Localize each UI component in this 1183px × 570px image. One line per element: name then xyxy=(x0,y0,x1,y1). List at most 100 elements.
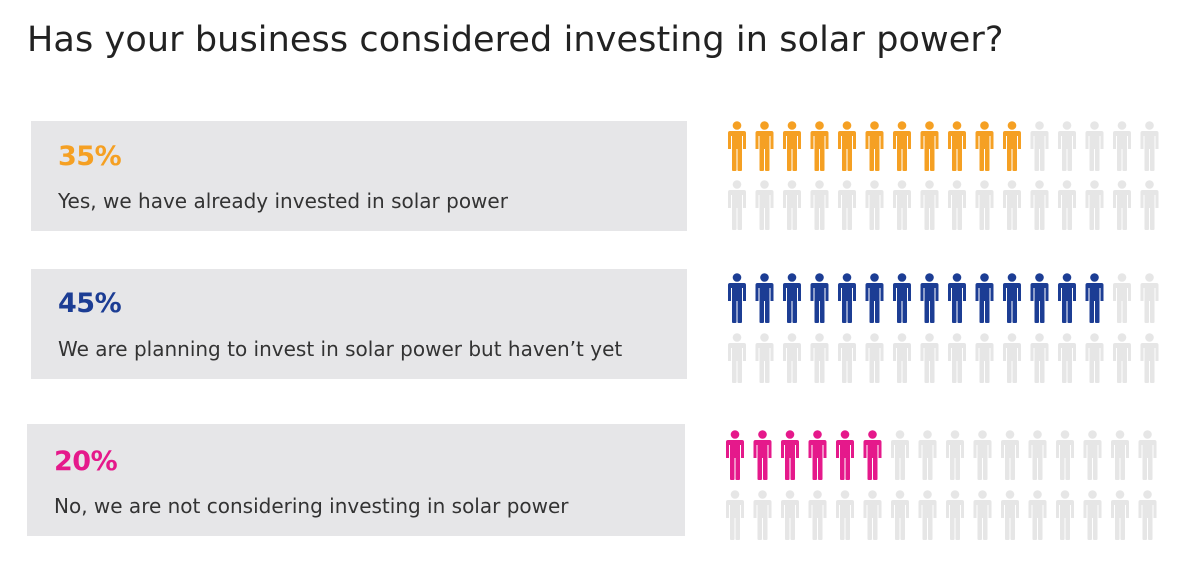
person-icon xyxy=(920,121,939,171)
person-icon xyxy=(1085,180,1104,230)
answer-percentage: 20% xyxy=(54,446,118,477)
person-icon xyxy=(783,121,801,171)
person-icon xyxy=(1003,333,1021,383)
person-icon xyxy=(1140,333,1159,383)
person-icon xyxy=(1003,121,1021,171)
person-icon xyxy=(946,490,964,540)
person-icon xyxy=(753,430,772,480)
person-icon xyxy=(865,121,884,171)
person-icon xyxy=(893,180,911,230)
person-icon xyxy=(838,121,856,171)
person-icon xyxy=(838,333,856,383)
person-icon xyxy=(893,273,911,323)
person-icon xyxy=(726,490,744,540)
person-icon xyxy=(808,490,827,540)
person-icon xyxy=(755,180,774,230)
chart-title: Has your business considered investing i… xyxy=(27,20,1004,60)
person-icon xyxy=(783,273,801,323)
person-icon xyxy=(728,273,746,323)
person-icon xyxy=(865,333,884,383)
person-icon xyxy=(865,273,884,323)
person-icon xyxy=(1056,490,1074,540)
person-icon xyxy=(891,490,909,540)
person-icon xyxy=(755,121,774,171)
person-icon xyxy=(810,180,829,230)
person-icon xyxy=(975,273,994,323)
person-icon xyxy=(1085,121,1104,171)
person-icon xyxy=(920,273,939,323)
answer-panel-no: 20% No, we are not considering investing… xyxy=(27,424,685,536)
person-icon xyxy=(1058,333,1076,383)
person-icon xyxy=(865,180,884,230)
person-icon xyxy=(781,430,799,480)
answer-panel-yes: 35% Yes, we have already invested in sol… xyxy=(31,121,687,231)
person-icon xyxy=(1113,121,1131,171)
person-icon xyxy=(948,180,966,230)
person-icon xyxy=(1111,430,1129,480)
person-icon xyxy=(808,430,827,480)
person-icon xyxy=(755,333,774,383)
person-icon xyxy=(948,273,966,323)
person-icon xyxy=(1140,273,1159,323)
person-icon xyxy=(1113,273,1131,323)
person-icon xyxy=(1030,273,1049,323)
person-icon xyxy=(946,430,964,480)
person-icon xyxy=(726,430,744,480)
person-icon xyxy=(783,333,801,383)
person-icon xyxy=(920,333,939,383)
answer-label: No, we are not considering investing in … xyxy=(54,494,569,518)
person-icon xyxy=(1083,490,1102,540)
person-icon xyxy=(838,273,856,323)
person-icon xyxy=(1058,273,1076,323)
person-icon xyxy=(1138,490,1157,540)
person-icon xyxy=(1111,490,1129,540)
person-icon xyxy=(1003,180,1021,230)
person-icon xyxy=(1113,333,1131,383)
person-icon xyxy=(781,490,799,540)
person-icon xyxy=(1030,121,1049,171)
person-icon xyxy=(975,180,994,230)
person-icon xyxy=(975,333,994,383)
person-icon xyxy=(1138,430,1157,480)
person-icon xyxy=(1058,121,1076,171)
person-icon xyxy=(1028,490,1047,540)
answer-label: Yes, we have already invested in solar p… xyxy=(58,189,508,213)
person-icon xyxy=(755,273,774,323)
person-icon xyxy=(918,430,937,480)
person-icon xyxy=(1140,180,1159,230)
person-icon xyxy=(1001,430,1019,480)
person-icon xyxy=(893,121,911,171)
person-icon xyxy=(973,430,992,480)
answer-percentage: 45% xyxy=(58,288,122,319)
person-icon xyxy=(836,430,854,480)
person-icon xyxy=(1001,490,1019,540)
person-icon xyxy=(891,430,909,480)
person-icon xyxy=(1058,180,1076,230)
person-icon xyxy=(1030,180,1049,230)
person-icon xyxy=(836,490,854,540)
person-icon xyxy=(975,121,994,171)
person-icon xyxy=(728,180,746,230)
person-icon xyxy=(1028,430,1047,480)
answer-percentage: 35% xyxy=(58,141,122,172)
person-icon xyxy=(810,273,829,323)
answer-label: We are planning to invest in solar power… xyxy=(58,337,623,361)
person-icon xyxy=(1083,430,1102,480)
person-icon xyxy=(1056,430,1074,480)
person-icon xyxy=(728,333,746,383)
person-icon xyxy=(728,121,746,171)
person-icon xyxy=(948,333,966,383)
person-icon xyxy=(918,490,937,540)
person-icon xyxy=(1003,273,1021,323)
person-icon xyxy=(753,490,772,540)
person-icon xyxy=(893,333,911,383)
person-icon xyxy=(920,180,939,230)
person-icon xyxy=(810,333,829,383)
person-icon xyxy=(838,180,856,230)
person-icon xyxy=(863,490,882,540)
person-icon xyxy=(863,430,882,480)
person-icon xyxy=(1030,333,1049,383)
person-icon xyxy=(783,180,801,230)
person-icon xyxy=(1085,273,1104,323)
